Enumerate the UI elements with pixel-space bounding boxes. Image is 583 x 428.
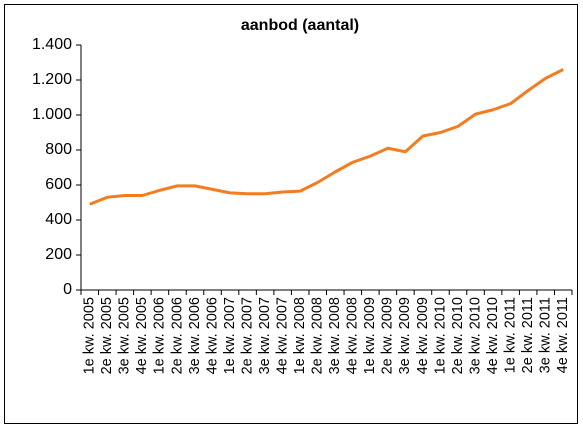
x-tick-label: 2e kw. 2011 <box>520 297 536 373</box>
x-tick-label: 2e kw. 2005 <box>99 297 115 374</box>
x-tick-label: 1e kw. 2011 <box>502 297 518 373</box>
x-tick-label: 1e kw. 2007 <box>222 297 238 374</box>
x-tick-label: 4e kw. 2008 <box>345 297 361 374</box>
x-tick-label: 4e kw. 2005 <box>134 297 150 374</box>
x-tick-label: 2e kw. 2009 <box>380 297 396 374</box>
data-line <box>89 68 564 206</box>
x-tick-label: 1e kw. 2010 <box>432 297 448 374</box>
x-tick-label: 2e kw. 2010 <box>450 297 466 374</box>
y-tick-label: 200 <box>45 246 72 263</box>
x-tick-label: 3e kw. 2005 <box>117 297 133 374</box>
x-tick-label: 2e kw. 2007 <box>239 297 255 374</box>
x-tick-label: 3e kw. 2006 <box>187 297 203 374</box>
x-tick-label: 3e kw. 2008 <box>327 297 343 374</box>
y-tick-label: 0 <box>63 281 72 298</box>
x-tick-label: 1e kw. 2006 <box>152 297 168 374</box>
x-tick-label: 4e kw. 2006 <box>204 297 220 374</box>
y-tick-label: 600 <box>45 176 72 193</box>
chart-title: aanbod (aantal) <box>241 17 359 34</box>
y-tick-label: 400 <box>45 211 72 228</box>
x-tick-label: 3e kw. 2010 <box>467 297 483 374</box>
x-tick-label: 4e kw. 2010 <box>485 297 501 374</box>
x-tick-label: 1e kw. 2009 <box>362 297 378 374</box>
x-tick-label: 1e kw. 2005 <box>82 297 98 374</box>
x-tick-label: 1e kw. 2008 <box>292 297 308 374</box>
x-tick-label: 4e kw. 2009 <box>415 297 431 374</box>
x-tick-label: 3e kw. 2007 <box>257 297 273 374</box>
x-tick-label: 3e kw. 2011 <box>538 297 554 373</box>
y-tick-label: 1.200 <box>32 71 72 88</box>
x-tick-label: 4e kw. 2007 <box>274 297 290 374</box>
x-tick-label: 2e kw. 2008 <box>310 297 326 374</box>
x-tick-label: 2e kw. 2006 <box>169 297 185 374</box>
y-tick-label: 1.400 <box>32 36 72 53</box>
y-tick-label: 1.000 <box>32 106 72 123</box>
x-tick-label: 3e kw. 2009 <box>397 297 413 374</box>
x-tick-label: 4e kw. 2011 <box>555 297 571 373</box>
chart-border <box>4 4 578 424</box>
y-tick-label: 800 <box>45 141 72 158</box>
